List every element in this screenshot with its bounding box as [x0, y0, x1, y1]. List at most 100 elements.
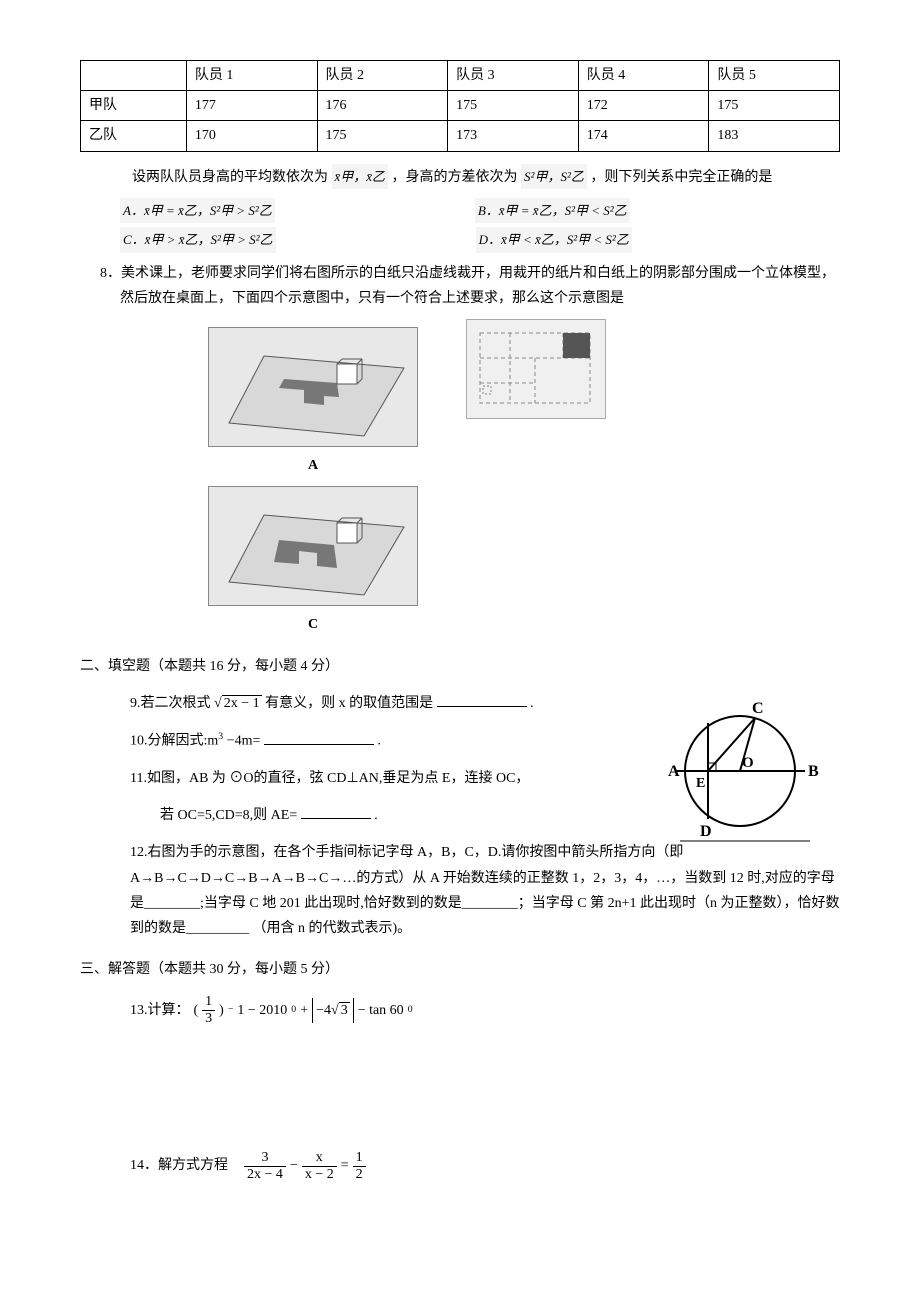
label-a: A: [668, 763, 680, 780]
label-o: O: [742, 755, 754, 771]
q13-expression-row: 13.计算： ( 1 3 )− 1 − 20100 + −4√3 − tan 6…: [130, 994, 840, 1026]
net-svg: [475, 328, 599, 412]
q7-mid: ，身高的方差依次为: [392, 170, 522, 185]
q8-text: 8．美术课上，老师要求同学们将右图所示的白纸只沿虚线裁开，用裁开的纸片和白纸上的…: [100, 261, 840, 311]
section-2-body: 9.若二次根式 √2x − 1 有意义，则 x 的取值范围是 . 10.分解因式…: [80, 691, 840, 941]
label-e: E: [696, 776, 705, 791]
paper-net-diagram: [466, 319, 606, 419]
q9-blank: [437, 691, 527, 706]
q9-post: 有意义，则 x 的取值范围是: [265, 696, 433, 711]
data-cell: 175: [709, 91, 840, 121]
abs-value: −4√3: [312, 998, 354, 1023]
data-cell: 177: [186, 91, 317, 121]
means-formula: x̄甲，x̄乙: [332, 164, 389, 189]
figure-a-box: [208, 327, 418, 447]
data-cell: 176: [317, 91, 448, 121]
q14: 14．解方式方程 3 2x − 4 − x x − 2 = 1 2: [130, 1150, 840, 1182]
f3-num: 1: [353, 1150, 366, 1166]
label-c: C: [752, 700, 764, 717]
label-b: B: [808, 763, 819, 780]
q9-sqrt: √2x − 1: [214, 695, 262, 711]
tan-exp: 0: [408, 1001, 413, 1019]
q13: 13.计算： ( 1 3 )− 1 − 20100 + −4√3 − tan 6…: [130, 994, 840, 1026]
figure-c-label: C: [200, 612, 426, 637]
q10-mid: −4m=: [223, 734, 260, 749]
f2-num: x: [302, 1150, 337, 1166]
header-cell: 队员 2: [317, 61, 448, 91]
figure-c-svg: [209, 487, 419, 607]
option-b: B．x̄甲 = x̄乙，S²甲 < S²乙: [475, 198, 630, 223]
q7-intro: 设两队队员身高的平均数依次为: [132, 170, 332, 185]
header-cell: 队员 4: [578, 61, 709, 91]
minus-sign: −: [290, 1153, 298, 1178]
q7-options-row-1: A．x̄甲 = x̄乙，S²甲 > S²乙 B．x̄甲 = x̄乙，S²甲 < …: [120, 198, 840, 223]
paren-open: (: [194, 998, 199, 1023]
figure-a-svg: [209, 328, 419, 448]
q9-period: .: [530, 696, 534, 711]
header-cell: [81, 61, 187, 91]
q10-blank: [264, 729, 374, 744]
q9-radicand: 2x − 1: [222, 695, 262, 711]
option-a: A．x̄甲 = x̄乙，S²甲 > S²乙: [120, 198, 275, 223]
eq-sign: =: [341, 1153, 349, 1178]
figure-a-label: A: [200, 453, 426, 478]
figure-column-left: A C: [200, 319, 426, 638]
header-cell: 队员 1: [186, 61, 317, 91]
plus: +: [300, 998, 308, 1023]
option-c: C．x̄甲 > x̄乙，S²甲 > S²乙: [120, 227, 276, 252]
q11-period: .: [374, 808, 378, 823]
q10-pre: 10.分解因式:m: [130, 734, 218, 749]
label-d: D: [700, 823, 712, 840]
data-cell: 175: [317, 121, 448, 151]
frac-2: x x − 2: [302, 1150, 337, 1182]
figure-c-box: [208, 486, 418, 606]
q10-period: .: [377, 734, 381, 749]
q13-workspace: [80, 1038, 840, 1138]
frac-1: 3 2x − 4: [244, 1150, 286, 1182]
q11-line2-pre: 若 OC=5,CD=8,则 AE=: [160, 808, 297, 823]
frac-den: 3: [202, 1011, 215, 1026]
minus-tan: − tan 60: [358, 998, 404, 1023]
header-cell: 队员 5: [709, 61, 840, 91]
exp-neg: −: [228, 1001, 234, 1019]
row-label: 甲队: [81, 91, 187, 121]
q14-label: 14．解方式方程: [130, 1153, 228, 1178]
table-row: 乙队 170 175 173 174 183: [81, 121, 840, 151]
figure-c-container: C: [200, 478, 426, 637]
abs-pre: −4: [316, 1003, 331, 1018]
section-3-title: 三、解答题（本题共 30 分，每小题 5 分）: [80, 957, 840, 982]
q8-figures: A C: [200, 319, 840, 638]
paren-close: ): [219, 998, 224, 1023]
net-diagram-container: [466, 319, 606, 419]
q9-pre: 9.若二次根式: [130, 696, 211, 711]
row-label: 乙队: [81, 121, 187, 151]
data-cell: 172: [578, 91, 709, 121]
q7-end: ，则下列关系中完全正确的是: [590, 170, 772, 185]
header-cell: 队员 3: [448, 61, 579, 91]
circle-diagram: A B C D O E: [640, 691, 820, 851]
table-header-row: 队员 1 队员 2 队员 3 队员 4 队员 5: [81, 61, 840, 91]
data-cell: 170: [186, 121, 317, 151]
q7-options-row-2: C．x̄甲 > x̄乙，S²甲 > S²乙 D．x̄甲 < x̄乙，S²甲 < …: [120, 227, 840, 252]
vars-formula: S²甲，S²乙: [521, 164, 587, 189]
q12: 12.右图为手的示意图，在各个手指间标记字母 A，B，C，D.请你按图中箭头所指…: [130, 840, 840, 941]
option-d: D．x̄甲 < x̄乙，S²甲 < S²乙: [476, 227, 632, 252]
frac-1-3: 1 3: [202, 994, 215, 1026]
frac-3: 1 2: [353, 1150, 366, 1182]
section-2-title: 二、填空题（本题共 16 分，每小题 4 分）: [80, 654, 840, 679]
height-table: 队员 1 队员 2 队员 3 队员 4 队员 5 甲队 177 176 175 …: [80, 60, 840, 152]
figure-a-container: A: [200, 319, 426, 478]
data-cell: 183: [709, 121, 840, 151]
data-cell: 175: [448, 91, 579, 121]
q11-blank: [301, 804, 371, 819]
f1-num: 3: [244, 1150, 286, 1166]
q13-label: 13.计算：: [130, 998, 190, 1023]
f2-den: x − 2: [302, 1167, 337, 1182]
frac-num: 1: [202, 994, 215, 1010]
q7-text: 设两队队员身高的平均数依次为 x̄甲，x̄乙 ，身高的方差依次为 S²甲，S²乙…: [112, 164, 840, 190]
q14-expression-row: 14．解方式方程 3 2x − 4 − x x − 2 = 1 2: [130, 1150, 840, 1182]
data-cell: 173: [448, 121, 579, 151]
exp-0: 0: [291, 1001, 296, 1019]
data-cell: 174: [578, 121, 709, 151]
table-row: 甲队 177 176 175 172 175: [81, 91, 840, 121]
